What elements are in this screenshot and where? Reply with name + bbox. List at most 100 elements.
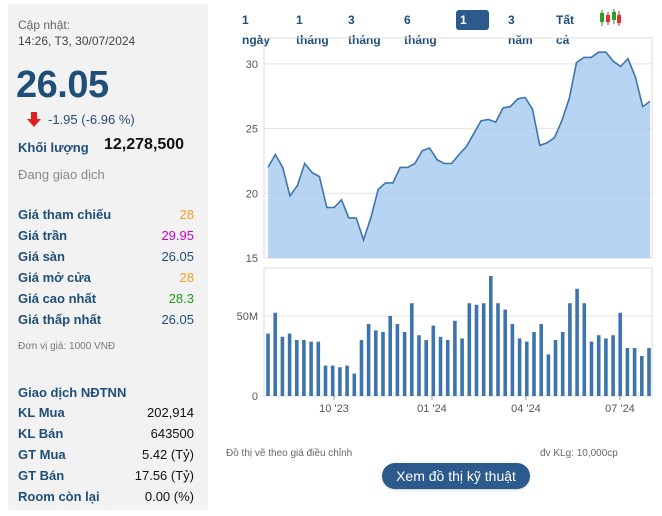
volume-bar — [431, 325, 436, 396]
price-row: Giá thấp nhất 26.05 — [18, 312, 194, 330]
volume-bar — [618, 312, 622, 396]
volume-bar — [539, 324, 543, 396]
foreign-row-label: KL Mua — [18, 405, 65, 420]
range-button[interactable]: 1 ngày — [242, 13, 271, 47]
volume-bar — [323, 365, 328, 396]
volume-bar — [560, 332, 565, 396]
volume-bar — [309, 341, 313, 396]
foreign-row: GT Bán 17.56 (Tỷ) — [18, 468, 194, 486]
price-row-value: 28 — [179, 207, 194, 222]
volume-bar — [546, 354, 551, 396]
volume-unit-note: đv KLg: 10,000cp — [540, 448, 618, 459]
volume-bar — [596, 335, 601, 396]
technical-chart-button[interactable]: Xem đồ thị kỹ thuật — [382, 463, 530, 489]
x-tick-label: 04 '24 — [511, 403, 541, 415]
stock-chart: 15 20 25 30 0 50M 10 '23 01 '24 04 '24 07 '24 — [237, 37, 653, 415]
foreign-row-label: KL Bán — [18, 426, 64, 441]
foreign-row-value: 202,914 — [147, 405, 194, 420]
volume-bar — [280, 336, 285, 396]
range-button[interactable]: 6 tháng — [404, 13, 437, 47]
volume-bar — [287, 333, 292, 396]
range-button[interactable]: 1 tháng — [296, 13, 329, 47]
price-row-label: Giá trần — [18, 228, 68, 243]
volume-bar — [388, 316, 392, 396]
price-row-value: 26.05 — [161, 249, 194, 264]
volume-bar — [474, 304, 479, 396]
trading-status: Đang giao dịch — [18, 167, 105, 182]
volume-bar — [438, 336, 443, 396]
range-button[interactable]: Tất cả — [556, 13, 574, 47]
volume-value: 12,278,500 — [104, 136, 185, 153]
price-row-value: 26.05 — [161, 312, 194, 327]
unit-note: Đơn vị giá: 1000 VNĐ — [18, 341, 116, 352]
volume-bar — [359, 340, 364, 396]
volume-bar — [453, 320, 457, 396]
foreign-row-value: 5.42 (Tỷ) — [141, 447, 194, 462]
volume-bar — [517, 338, 522, 396]
volume-tick-label: 0 — [252, 391, 258, 403]
current-price: 26.05 — [16, 64, 109, 106]
foreign-row-value: 0.00 (%) — [144, 489, 194, 504]
price-row-label: Giá thấp nhất — [18, 312, 102, 327]
volume-bar — [481, 303, 486, 396]
volume-bar — [589, 341, 594, 396]
volume-bar — [510, 324, 515, 396]
volume-bar — [575, 288, 579, 396]
range-button[interactable]: 3 năm — [508, 13, 533, 47]
price-tick-label: 25 — [246, 124, 258, 136]
price-tick-label: 30 — [246, 59, 258, 71]
volume-bar — [604, 338, 608, 396]
volume-bar — [532, 332, 536, 396]
foreign-trading-title: Giao dịch NĐTNN — [18, 385, 127, 400]
volume-bar — [410, 303, 414, 396]
range-button[interactable]: 1 năm — [456, 10, 489, 47]
volume-bar — [632, 348, 637, 396]
candlestick-chart-icon[interactable] — [598, 9, 622, 27]
volume-bar — [366, 324, 371, 396]
volume-bar — [553, 340, 558, 396]
stock-summary-panel: Cập nhật: 14:26, T3, 30/07/2024 26.05 -1… — [8, 4, 208, 510]
volume-bar — [496, 303, 500, 396]
volume-bar — [266, 333, 270, 396]
volume-bar — [374, 330, 378, 396]
price-row-label: Giá cao nhất — [18, 291, 97, 306]
volume-bar — [395, 324, 400, 396]
arrow-down-icon — [27, 112, 41, 127]
adjusted-price-note: Đồ thị vẽ theo giá điều chỉnh — [226, 448, 353, 459]
price-change: -1.95 (-6.96 %) — [48, 112, 135, 127]
price-row-label: Giá mở cửa — [18, 270, 91, 285]
volume-bar — [467, 303, 472, 396]
foreign-row-label: GT Mua — [18, 447, 66, 462]
x-tick-label: 01 '24 — [417, 403, 447, 415]
x-tick-label: 10 '23 — [319, 403, 349, 415]
volume-bar — [273, 312, 277, 396]
foreign-row: Room còn lại 0.00 (%) — [18, 489, 194, 507]
foreign-row: KL Bán 643500 — [18, 426, 194, 444]
foreign-row-value: 643500 — [150, 426, 194, 441]
volume-bar — [424, 340, 428, 396]
range-button[interactable]: 3 tháng — [348, 13, 381, 47]
volume-bar — [295, 340, 299, 396]
price-tick-label: 15 — [246, 253, 258, 265]
price-tick-label: 20 — [246, 188, 258, 200]
volume-bar — [345, 365, 349, 396]
volume-bar — [330, 365, 335, 396]
foreign-row: GT Mua 5.42 (Tỷ) — [18, 447, 194, 465]
volume-bar — [417, 335, 421, 396]
volume-bar — [402, 332, 407, 396]
volume-bar — [611, 335, 615, 396]
price-row-value: 29.95 — [161, 228, 194, 243]
price-row: Giá trần 29.95 — [18, 228, 194, 246]
volume-bar — [316, 341, 321, 396]
volume-bar — [582, 303, 587, 396]
volume-bar — [445, 340, 450, 396]
price-row-value: 28.3 — [168, 291, 194, 306]
price-row: Giá mở cửa 28 — [18, 270, 194, 288]
volume-bar — [503, 309, 507, 396]
price-row-label: Giá sàn — [18, 249, 65, 264]
foreign-row-value: 17.56 (Tỷ) — [134, 468, 194, 483]
price-row: Giá sàn 26.05 — [18, 249, 194, 267]
volume-bar — [338, 367, 342, 396]
volume-plot-frame — [263, 267, 653, 397]
volume-bar — [460, 338, 464, 396]
